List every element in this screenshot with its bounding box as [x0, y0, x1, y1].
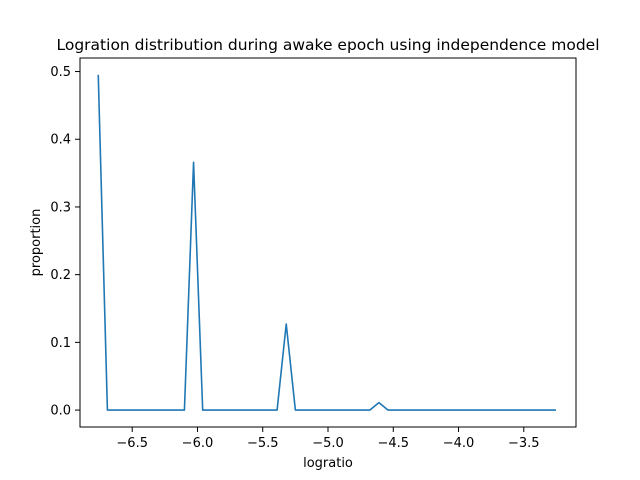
x-axis: −6.5 −6.0 −5.5 −5.0 −4.5 −4.0 −3.5 [116, 427, 540, 451]
x-tick-label: −4.0 [443, 436, 475, 451]
y-tick-label: 0.1 [50, 336, 71, 351]
y-tick-label: 0.3 [50, 200, 71, 215]
y-tick-label: 0.5 [50, 65, 71, 80]
chart-title: Logration distribution during awake epoc… [57, 36, 600, 54]
y-tick-label: 0.0 [50, 404, 71, 419]
x-tick-label: −6.0 [182, 436, 214, 451]
plot-frame [79, 57, 577, 428]
x-tick-label: −5.0 [312, 436, 344, 451]
x-tick-label: −6.5 [116, 436, 148, 451]
x-axis-label: logratio [303, 456, 353, 471]
plot-area [80, 58, 576, 427]
series-line [97, 74, 556, 411]
y-axis-label: proportion [29, 209, 44, 277]
y-tick-label: 0.4 [50, 133, 71, 148]
x-tick-label: −3.5 [508, 436, 540, 451]
series-group [97, 74, 556, 411]
y-tick-label: 0.2 [50, 268, 71, 283]
x-tick-label: −4.5 [377, 436, 409, 451]
x-tick-label: −5.5 [247, 436, 279, 451]
y-axis: 0.0 0.1 0.2 0.3 0.4 0.5 [50, 65, 80, 419]
